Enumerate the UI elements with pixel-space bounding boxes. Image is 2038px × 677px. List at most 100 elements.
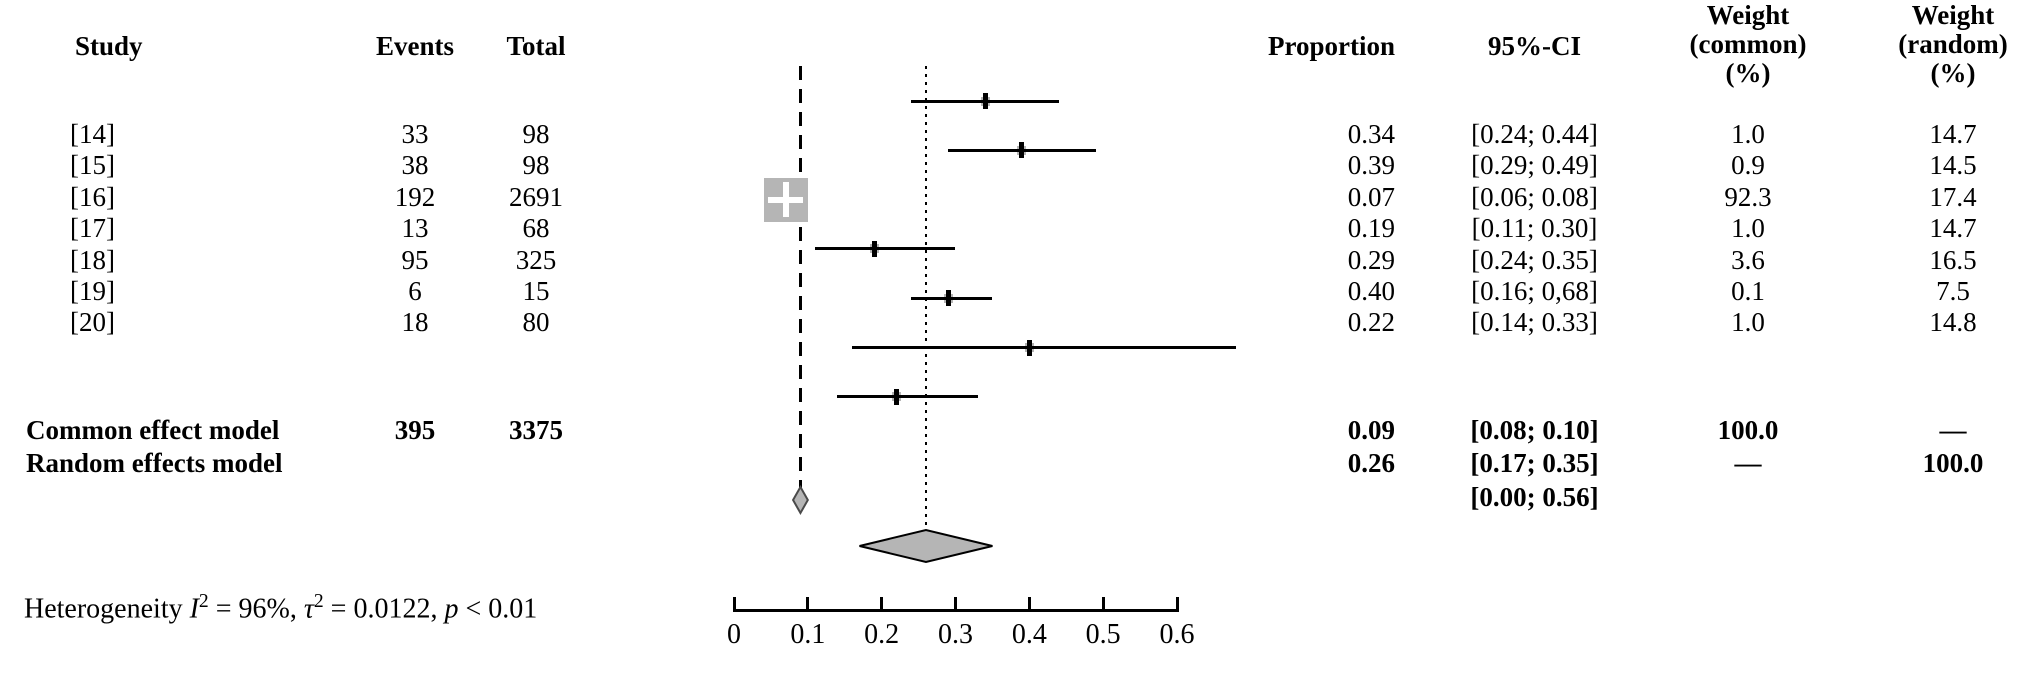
total-value: 325 [515,244,557,275]
weight-random-value: 7.5 [1936,276,1970,306]
study-row: [15] 38 98 0.39 [0.29; 0.49] 0.9 14.5 [0,149,2038,181]
events-value: 192 [394,181,436,212]
total-value: 98 [522,150,550,181]
weight-common-value: 92.3 [1724,181,1772,212]
proportion-value: 0.26 [1347,448,1395,478]
axis-tick-label: 0.6 [1159,619,1195,650]
prediction-interval-row: [0.00; 0.56] [0,481,2038,513]
axis-tick [954,597,957,609]
point-tick [1026,339,1032,356]
weight-random-value: 100.0 [1922,448,1984,478]
ci-value: [0.29; 0.49] [1471,150,1598,181]
col-header-proportion: Proportion [1268,31,1395,61]
weight-random-value: 14.7 [1929,213,1977,244]
weight-common-value: — [1734,448,1762,478]
ci-value: [0.14; 0.33] [1471,307,1598,338]
col-header-line: (%) [1725,58,1771,88]
study-row: [20] 18 80 0.22 [0.14; 0.33] 1.0 14.8 [0,306,2038,338]
weight-random-value: 16.5 [1929,244,1977,275]
axis-tick [732,597,736,609]
col-header-weight-common: Weight (common) (%) [1663,1,1833,88]
ci-value: [0.16; 0,68] [1471,276,1598,306]
heterogeneity-segment: I [189,593,199,625]
ci-line [815,247,956,251]
study-label: [17] [70,213,115,244]
heterogeneity-segment: τ [303,593,314,625]
col-header-weight-random: Weight (random) (%) [1868,1,2038,88]
events-value: 6 [408,276,422,306]
model-label: Common effect model [26,415,280,445]
weight-common-value: 1.0 [1731,307,1765,338]
axis-tick-label: 0.5 [1085,619,1121,650]
point-tick [782,182,789,218]
point-tick [871,240,877,257]
point-tick [945,290,951,307]
study-row: [14] 33 98 0.34 [0.24; 0.44] 1.0 14.7 [0,118,2038,150]
axis-tick [1027,597,1031,609]
model-label: Random effects model [26,448,283,478]
col-header-line: (common) [1689,29,1807,59]
events-value: 395 [394,415,436,445]
study-row: [18] 95 325 0.29 [0.24; 0.35] 3.6 16.5 [0,244,2038,276]
ci-value: [0.24; 0.44] [1471,119,1598,149]
study-label: [14] [70,119,115,149]
col-header-total: Total [506,31,566,61]
col-header-line: (%) [1930,58,1976,88]
axis-tick-label: 0 [727,619,741,650]
total-value: 3375 [509,415,563,445]
events-value: 13 [401,213,429,244]
axis-tick-label: 0.3 [938,619,973,650]
study-label: [15] [70,150,115,181]
total-value: 98 [522,119,550,149]
col-header-line: Weight [1706,0,1790,30]
proportion-value: 0.07 [1347,181,1395,212]
proportion-value: 0.19 [1347,213,1395,244]
weight-common-value: 3.6 [1731,244,1765,275]
total-value: 80 [522,307,550,338]
heterogeneity-segment: Heterogeneity [24,593,190,625]
events-value: 18 [401,307,429,338]
axis-tick [1101,597,1105,609]
weight-random-value: 17.4 [1929,181,1977,212]
point-tick [982,93,988,109]
events-value: 38 [401,150,429,181]
axis-tick [1175,597,1179,609]
study-label: [19] [70,276,115,306]
axis-tick [880,597,884,609]
axis-tick [806,597,810,609]
random-effects-diamond [859,528,993,564]
heterogeneity-segment: = 0.0122, [323,593,445,625]
study-label: [20] [70,307,115,338]
model-row: Random effects model 0.26 [0.17; 0.35] — 100… [0,447,2038,479]
proportion-value: 0.29 [1347,244,1395,275]
axis-line [732,609,1179,612]
weight-random-value: — [1939,415,1967,445]
study-label: [16] [70,181,115,212]
common-effect-reference-line [799,66,802,490]
study-row: [17] 13 68 0.19 [0.11; 0.30] 1.0 14.7 [0,212,2038,244]
axis-tick-label: 0.4 [1011,619,1047,650]
proportion-value: 0.34 [1347,119,1395,149]
ci-line [911,296,993,300]
ci-value: [0.17; 0.35] [1470,448,1599,478]
point-tick [1019,142,1025,159]
weight-common-value: 0.9 [1731,150,1765,181]
col-header-ci: 95%-CI [1488,31,1581,61]
heterogeneity-note: Heterogeneity I2 = 96%, τ2 = 0.0122, p <… [24,586,537,625]
ci-value: [0.08; 0.10] [1470,415,1599,445]
axis-tick-label: 0.2 [864,619,900,650]
point-tick [893,388,899,405]
heterogeneity-segment: 2 [313,591,324,612]
ci-line [837,395,978,399]
col-header-line: Weight [1911,0,1995,30]
axis-tick-label: 0.1 [790,619,826,650]
proportion-value: 0.09 [1347,415,1395,445]
prediction-ci-value: [0.00; 0.56] [1470,482,1599,512]
heterogeneity-segment: = 96%, [208,593,304,625]
ci-line [852,346,1237,349]
weight-random-value: 14.7 [1929,119,1977,149]
heterogeneity-segment: < 0.01 [458,593,538,625]
total-value: 15 [522,276,550,306]
col-header-study: Study [75,31,143,61]
